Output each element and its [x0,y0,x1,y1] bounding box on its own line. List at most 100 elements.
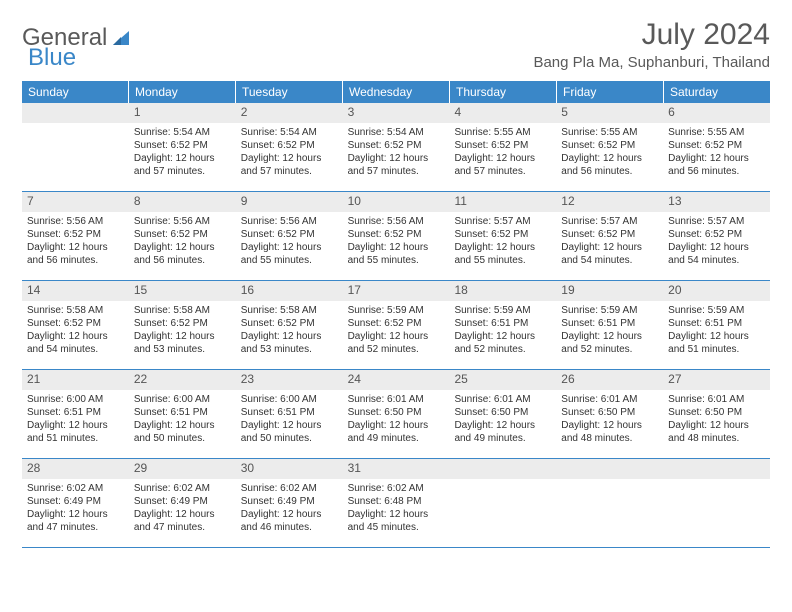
day-cell: 16Sunrise: 5:58 AMSunset: 6:52 PMDayligh… [236,281,343,369]
sunrise-text: Sunrise: 5:56 AM [348,215,445,228]
day-number: 24 [343,370,450,390]
day-body: Sunrise: 5:58 AMSunset: 6:52 PMDaylight:… [129,301,236,361]
day-number [556,459,663,479]
weekday-saturday: Saturday [664,81,770,103]
sunrise-text: Sunrise: 5:56 AM [134,215,231,228]
daylight-text: Daylight: 12 hours and 47 minutes. [27,508,124,534]
day-number: 30 [236,459,343,479]
day-cell: 14Sunrise: 5:58 AMSunset: 6:52 PMDayligh… [22,281,129,369]
day-body [22,123,129,131]
sunrise-text: Sunrise: 6:02 AM [241,482,338,495]
day-number: 25 [449,370,556,390]
day-body: Sunrise: 6:01 AMSunset: 6:50 PMDaylight:… [663,390,770,450]
day-body: Sunrise: 5:54 AMSunset: 6:52 PMDaylight:… [129,123,236,183]
sunset-text: Sunset: 6:51 PM [134,406,231,419]
sunset-text: Sunset: 6:52 PM [561,228,658,241]
sunrise-text: Sunrise: 6:01 AM [668,393,765,406]
week-row: 7Sunrise: 5:56 AMSunset: 6:52 PMDaylight… [22,192,770,281]
day-body: Sunrise: 5:54 AMSunset: 6:52 PMDaylight:… [236,123,343,183]
day-body: Sunrise: 5:59 AMSunset: 6:51 PMDaylight:… [556,301,663,361]
sunset-text: Sunset: 6:52 PM [348,317,445,330]
sunset-text: Sunset: 6:52 PM [668,228,765,241]
day-cell: 23Sunrise: 6:00 AMSunset: 6:51 PMDayligh… [236,370,343,458]
sunset-text: Sunset: 6:50 PM [454,406,551,419]
day-number: 3 [343,103,450,123]
day-body: Sunrise: 5:58 AMSunset: 6:52 PMDaylight:… [22,301,129,361]
sunrise-text: Sunrise: 5:58 AM [134,304,231,317]
daylight-text: Daylight: 12 hours and 52 minutes. [561,330,658,356]
day-cell: 19Sunrise: 5:59 AMSunset: 6:51 PMDayligh… [556,281,663,369]
daylight-text: Daylight: 12 hours and 48 minutes. [561,419,658,445]
day-cell [556,459,663,547]
day-body: Sunrise: 6:01 AMSunset: 6:50 PMDaylight:… [343,390,450,450]
weekday-header-row: Sunday Monday Tuesday Wednesday Thursday… [22,81,770,103]
sunrise-text: Sunrise: 6:00 AM [241,393,338,406]
day-body: Sunrise: 5:55 AMSunset: 6:52 PMDaylight:… [556,123,663,183]
daylight-text: Daylight: 12 hours and 49 minutes. [348,419,445,445]
week-row: 1Sunrise: 5:54 AMSunset: 6:52 PMDaylight… [22,103,770,192]
day-number: 10 [343,192,450,212]
day-number: 15 [129,281,236,301]
sunset-text: Sunset: 6:52 PM [241,317,338,330]
day-body: Sunrise: 5:59 AMSunset: 6:52 PMDaylight:… [343,301,450,361]
sunrise-text: Sunrise: 5:59 AM [668,304,765,317]
daylight-text: Daylight: 12 hours and 56 minutes. [668,152,765,178]
daylight-text: Daylight: 12 hours and 57 minutes. [454,152,551,178]
day-number [663,459,770,479]
day-number: 5 [556,103,663,123]
day-body: Sunrise: 6:01 AMSunset: 6:50 PMDaylight:… [449,390,556,450]
week-row: 28Sunrise: 6:02 AMSunset: 6:49 PMDayligh… [22,459,770,548]
sunset-text: Sunset: 6:52 PM [561,139,658,152]
day-body: Sunrise: 6:00 AMSunset: 6:51 PMDaylight:… [236,390,343,450]
sunrise-text: Sunrise: 6:01 AM [348,393,445,406]
daylight-text: Daylight: 12 hours and 57 minutes. [241,152,338,178]
day-body: Sunrise: 5:57 AMSunset: 6:52 PMDaylight:… [556,212,663,272]
daylight-text: Daylight: 12 hours and 54 minutes. [27,330,124,356]
day-number: 19 [556,281,663,301]
sunrise-text: Sunrise: 5:58 AM [241,304,338,317]
day-body: Sunrise: 6:01 AMSunset: 6:50 PMDaylight:… [556,390,663,450]
daylight-text: Daylight: 12 hours and 50 minutes. [134,419,231,445]
sunset-text: Sunset: 6:49 PM [241,495,338,508]
day-body: Sunrise: 5:56 AMSunset: 6:52 PMDaylight:… [236,212,343,272]
sunset-text: Sunset: 6:52 PM [241,139,338,152]
day-cell: 26Sunrise: 6:01 AMSunset: 6:50 PMDayligh… [556,370,663,458]
sunset-text: Sunset: 6:50 PM [561,406,658,419]
day-cell: 18 Sunrise: 5:59 AMSunset: 6:51 PMDayligh… [449,281,556,369]
sunrise-text: Sunrise: 5:57 AM [454,215,551,228]
daylight-text: Daylight: 12 hours and 52 minutes. [454,330,551,356]
day-body: Sunrise: 5:56 AMSunset: 6:52 PMDaylight:… [22,212,129,272]
day-cell [22,103,129,191]
day-number: 18 [449,281,556,301]
daylight-text: Daylight: 12 hours and 56 minutes. [561,152,658,178]
daylight-text: Daylight: 12 hours and 54 minutes. [561,241,658,267]
day-cell: 4Sunrise: 5:55 AMSunset: 6:52 PMDaylight… [449,103,556,191]
day-cell: 7Sunrise: 5:56 AMSunset: 6:52 PMDaylight… [22,192,129,280]
daylight-text: Daylight: 12 hours and 54 minutes. [668,241,765,267]
sunset-text: Sunset: 6:51 PM [454,317,551,330]
day-number: 2 [236,103,343,123]
day-body: Sunrise: 5:56 AMSunset: 6:52 PMDaylight:… [129,212,236,272]
daylight-text: Daylight: 12 hours and 45 minutes. [348,508,445,534]
logo-sail-icon [111,29,131,47]
sunrise-text: Sunrise: 5:54 AM [348,126,445,139]
day-number: 23 [236,370,343,390]
day-cell: 22Sunrise: 6:00 AMSunset: 6:51 PMDayligh… [129,370,236,458]
day-number: 13 [663,192,770,212]
daylight-text: Daylight: 12 hours and 56 minutes. [134,241,231,267]
day-number: 17 [343,281,450,301]
day-cell: 1Sunrise: 5:54 AMSunset: 6:52 PMDaylight… [129,103,236,191]
sunrise-text: Sunrise: 5:59 AM [454,304,551,317]
sunrise-text: Sunrise: 6:02 AM [348,482,445,495]
sunset-text: Sunset: 6:52 PM [348,139,445,152]
sunrise-text: Sunrise: 5:59 AM [348,304,445,317]
day-number: 12 [556,192,663,212]
sunset-text: Sunset: 6:50 PM [668,406,765,419]
daylight-text: Daylight: 12 hours and 57 minutes. [134,152,231,178]
day-body: Sunrise: 6:02 AMSunset: 6:49 PMDaylight:… [236,479,343,539]
day-cell: 17Sunrise: 5:59 AMSunset: 6:52 PMDayligh… [343,281,450,369]
sunset-text: Sunset: 6:48 PM [348,495,445,508]
weeks-container: 1Sunrise: 5:54 AMSunset: 6:52 PMDaylight… [22,103,770,548]
day-number [449,459,556,479]
day-body: Sunrise: 5:55 AMSunset: 6:52 PMDaylight:… [449,123,556,183]
